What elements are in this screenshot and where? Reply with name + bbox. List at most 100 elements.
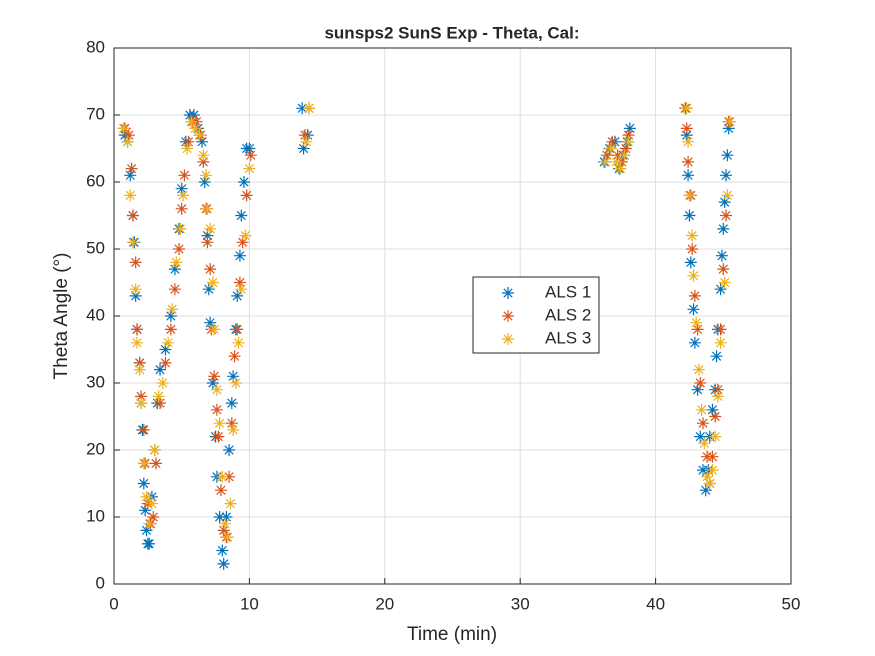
- data-point: [217, 557, 230, 570]
- data-point: [239, 229, 252, 242]
- data-point: [189, 122, 202, 135]
- data-point: [135, 397, 148, 410]
- data-point: [600, 149, 613, 162]
- data-point: [129, 283, 142, 296]
- data-point: [121, 135, 134, 148]
- data-point: [623, 122, 636, 135]
- data-point: [722, 122, 735, 135]
- data-point: [296, 102, 309, 115]
- data-point: [206, 377, 219, 389]
- data-point: [694, 430, 707, 443]
- data-point: [122, 129, 135, 142]
- data-point: [703, 477, 716, 490]
- data-point: [175, 202, 188, 215]
- data-point: [213, 511, 226, 523]
- data-point: [688, 289, 701, 302]
- y-axis-label: Theta Angle (°): [51, 253, 72, 380]
- data-point: [187, 109, 200, 121]
- data-point: [178, 169, 191, 182]
- data-point: [148, 444, 161, 456]
- legend-box: [472, 276, 600, 354]
- data-point: [680, 122, 693, 135]
- data-point: [714, 323, 727, 336]
- data-point: [244, 149, 257, 162]
- data-point: [154, 397, 167, 410]
- data-point: [610, 155, 623, 168]
- data-point: [235, 209, 248, 222]
- data-point: [200, 169, 213, 182]
- data-point: [604, 142, 617, 155]
- data-point: [210, 383, 223, 396]
- data-point: [126, 209, 139, 222]
- data-point: [204, 316, 217, 329]
- data-point: [692, 363, 705, 376]
- data-point: [154, 363, 167, 376]
- data-point: [682, 169, 695, 182]
- data-point: [129, 289, 142, 302]
- x-axis-label: Time (min): [407, 624, 497, 645]
- data-point: [720, 169, 733, 182]
- data-point: [213, 417, 226, 430]
- data-point: [300, 135, 313, 148]
- data-point: [143, 537, 156, 550]
- x-tick-label: 10: [240, 594, 259, 613]
- data-point: [149, 457, 162, 470]
- data-point: [124, 169, 137, 182]
- data-point: [231, 289, 244, 302]
- data-point: [720, 209, 733, 222]
- data-point: [711, 390, 724, 403]
- data-point: [152, 390, 165, 403]
- y-tick-label: 40: [86, 305, 105, 324]
- data-point: [196, 135, 209, 148]
- data-point: [137, 457, 150, 470]
- data-point: [718, 276, 731, 289]
- data-point: [164, 310, 177, 322]
- legend-marker: [502, 310, 514, 322]
- data-point: [135, 390, 148, 403]
- data-point: [721, 189, 734, 202]
- data-point: [714, 336, 727, 349]
- data-point: [237, 176, 250, 188]
- data-point: [724, 115, 737, 128]
- data-point: [219, 517, 232, 530]
- data-point: [709, 430, 722, 443]
- y-tick-label: 10: [86, 506, 105, 525]
- data-point: [694, 377, 707, 389]
- data-point: [233, 249, 246, 262]
- data-point: [611, 149, 624, 162]
- data-point: [717, 263, 730, 276]
- y-tick-label: 50: [86, 238, 105, 257]
- y-tick-label: 20: [86, 439, 105, 458]
- data-point: [698, 437, 711, 450]
- data-point: [139, 504, 152, 517]
- data-point: [718, 196, 731, 209]
- data-point: [156, 377, 169, 389]
- data-point: [228, 350, 241, 363]
- markers: [117, 102, 737, 570]
- x-tick-label: 40: [646, 594, 665, 613]
- data-point: [683, 189, 696, 202]
- data-point: [177, 189, 190, 202]
- data-point: [684, 256, 697, 269]
- data-point: [168, 263, 181, 276]
- data-point: [145, 497, 158, 510]
- data-point: [680, 102, 693, 115]
- data-point: [216, 470, 229, 483]
- legend-label: ALS 1: [545, 282, 591, 301]
- data-point: [223, 470, 236, 483]
- data-point: [240, 189, 253, 202]
- legend-label: ALS 3: [545, 328, 591, 347]
- data-point: [687, 303, 700, 316]
- data-point: [198, 176, 211, 188]
- data-point: [125, 162, 138, 175]
- data-point: [599, 155, 612, 168]
- data-point: [696, 417, 709, 430]
- data-point: [206, 276, 219, 289]
- data-point: [208, 370, 221, 383]
- data-point: [159, 343, 172, 356]
- data-point: [243, 142, 256, 155]
- data-point: [129, 256, 142, 269]
- data-point: [175, 182, 188, 195]
- data-point: [243, 162, 256, 175]
